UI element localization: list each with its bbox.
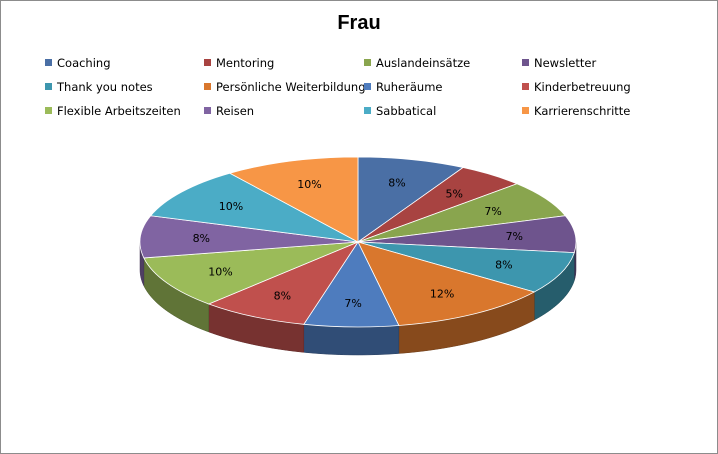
legend-swatch [364,107,371,114]
pie-slice [357,241,536,326]
legend-label: Coaching [57,56,111,70]
legend-label: Flexible Arbeitszeiten [57,104,181,118]
pie-sides [139,241,577,356]
legend-label: Ruheräume [376,80,443,94]
legend-swatch [522,107,529,114]
pie-slice [139,215,359,259]
legend-label: Newsletter [534,56,597,70]
pie-slice [357,241,575,293]
legend-label: Thank you notes [57,80,153,94]
data-label: 8% [274,290,291,303]
data-label: 7% [484,205,501,218]
legend-swatch [204,59,211,66]
data-label: 10% [297,178,321,191]
data-label: 8% [388,177,405,190]
legend-label: Mentoring [216,56,275,70]
data-label: 10% [219,200,243,213]
pie-slice [143,241,359,305]
legend-swatch [45,107,52,114]
legend-label: Kinderbetreuung [534,80,631,94]
legend-label: Sabbatical [376,104,437,118]
legend-swatch [45,59,52,66]
legend-label: Karrierenschritte [534,104,631,118]
data-label: 7% [506,230,523,243]
data-labels: 8% 5% 7% 7% 8% 12% 7% 8% 10% 8% 10% 10% [193,177,523,311]
chart-title: Frau [337,12,381,34]
pie-slice-side [303,324,400,356]
legend-swatch [204,83,211,90]
legend-label: Reisen [216,104,255,118]
pie-slice [228,156,359,243]
legend: Coaching Mentoring Auslandeinsätze Newslett… [0,0,718,130]
legend-swatch [364,83,371,90]
data-label: 5% [445,188,462,201]
pie-slice [149,172,359,243]
data-label: 7% [344,297,361,310]
legend-swatch [522,59,529,66]
pie-slice [357,156,464,243]
pie-slice [207,241,360,325]
legend-swatch [45,83,52,90]
pie-top [139,156,577,328]
legend-label: Auslandeinsätze [376,56,471,70]
legend-swatch [364,59,371,66]
data-label: 10% [208,266,232,279]
data-label: 8% [193,232,210,245]
legend-swatch [204,107,211,114]
legend-label: Persönliche Weiterbildung [216,80,366,94]
data-label: 12% [430,288,454,301]
legend-swatch [522,83,529,90]
data-label: 8% [495,259,512,272]
